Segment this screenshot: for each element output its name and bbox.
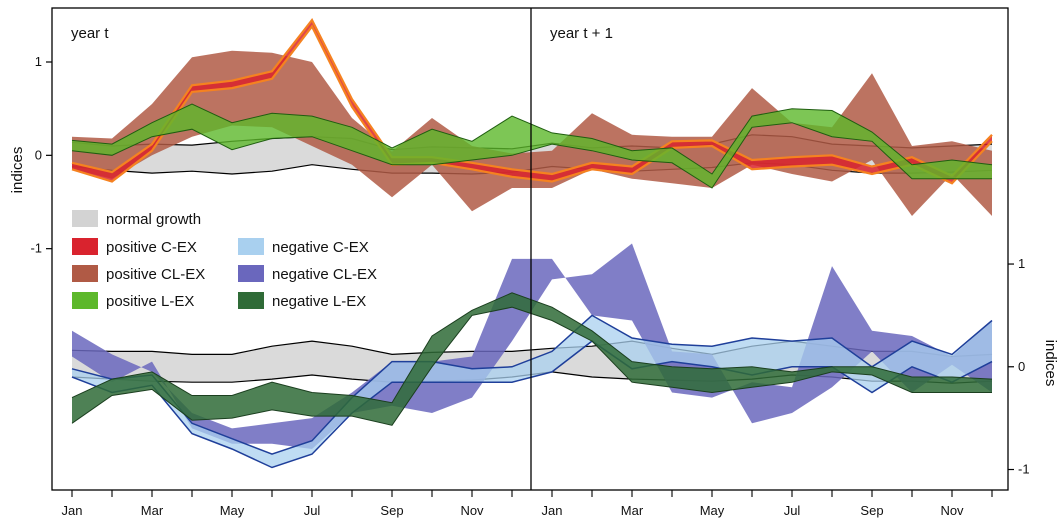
- right-axis-ticks: 1 0 -1: [1008, 256, 1030, 477]
- bottom-neg_c-upper-line: [71, 314, 993, 455]
- right-tick-label: 0: [1018, 359, 1025, 374]
- legend-swatch-normal: [72, 210, 98, 227]
- legend-label-normal: normal growth: [106, 211, 201, 228]
- top-pos_l-lower-line: [71, 122, 992, 189]
- legend-swatch-neg_c: [238, 238, 264, 255]
- x-axis-ticks: Jan Mar May Jul Sep Nov Jan Mar May Jul Sep Nov: [62, 490, 993, 518]
- legend: normal growth positive C-EX positive CL-EX…: [72, 210, 377, 310]
- legend-swatch-pos_l: [72, 292, 98, 309]
- legend-swatch-neg_l: [238, 292, 264, 309]
- top-panel: [71, 17, 993, 216]
- bottom-neg_c-band: [72, 315, 992, 468]
- right-tick-label: -1: [1018, 462, 1030, 477]
- top-pos_l-band: [72, 104, 992, 188]
- legend-label-pos_c: positive C-EX: [106, 239, 197, 256]
- legend-label-pos_cl: positive CL-EX: [106, 266, 205, 283]
- right-axis-title: indices: [1042, 340, 1059, 387]
- x-tick-label: Nov: [940, 503, 964, 518]
- bottom-neg_l-upper-line: [71, 292, 993, 404]
- panel-label-year-t: year t: [71, 25, 109, 42]
- x-tick-label: Sep: [380, 503, 403, 518]
- x-tick-label: Jan: [62, 503, 83, 518]
- left-tick-label: -1: [30, 241, 42, 256]
- top-pos_c-upper-line: [71, 17, 993, 178]
- left-axis-title: indices: [9, 147, 26, 194]
- bottom-neg_cl-band: [72, 243, 992, 449]
- left-tick-label: 1: [35, 54, 42, 69]
- legend-label-neg_l: negative L-EX: [272, 293, 366, 310]
- bottom-neg_l-band: [72, 292, 992, 426]
- x-tick-label: May: [700, 503, 725, 518]
- x-tick-label: Mar: [621, 503, 644, 518]
- x-tick-label: Nov: [460, 503, 484, 518]
- x-tick-label: Jul: [784, 503, 801, 518]
- x-tick-label: Mar: [141, 503, 164, 518]
- legend-label-pos_l: positive L-EX: [106, 293, 194, 310]
- bottom-panel: [71, 243, 993, 469]
- bottom-neg_l-lower-line: [71, 306, 992, 426]
- left-tick-label: 0: [35, 147, 42, 162]
- legend-swatch-neg_cl: [238, 265, 264, 282]
- top-pos_l-upper-line: [71, 103, 993, 175]
- right-tick-label: 1: [1018, 256, 1025, 271]
- x-tick-label: Jan: [542, 503, 563, 518]
- panel-label-year-t-plus-1: year t + 1: [550, 25, 613, 42]
- x-tick-label: Jul: [304, 503, 321, 518]
- legend-label-neg_c: negative C-EX: [272, 239, 369, 256]
- x-tick-label: Sep: [860, 503, 883, 518]
- top-pos_cl-band: [72, 50, 992, 216]
- x-tick-label: May: [220, 503, 245, 518]
- left-axis-ticks: 1 0 -1: [30, 54, 52, 256]
- top-pos_c-lower-line: [71, 24, 993, 185]
- legend-swatch-pos_cl: [72, 265, 98, 282]
- legend-swatch-pos_c: [72, 238, 98, 255]
- legend-label-neg_cl: negative CL-EX: [272, 266, 377, 283]
